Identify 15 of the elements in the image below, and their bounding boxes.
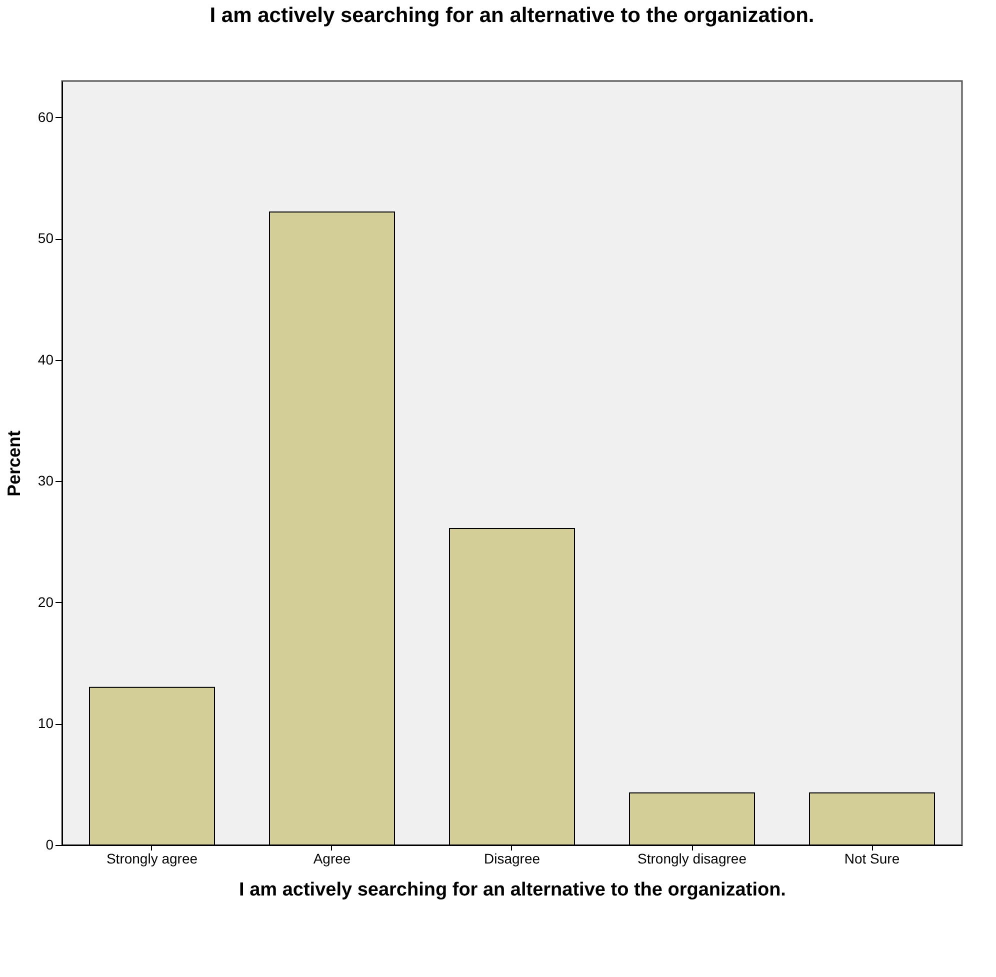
y-tick-label: 40 <box>38 351 54 368</box>
x-tick-label: Strongly disagree <box>638 850 747 866</box>
x-tick-label: Strongly agree <box>106 850 198 866</box>
y-tick-label: 50 <box>38 230 54 246</box>
x-tick-label: Agree <box>313 850 351 866</box>
x-tick-label: Disagree <box>484 850 540 866</box>
y-tick-label: 0 <box>46 836 54 852</box>
y-tick-label: 30 <box>38 472 54 489</box>
chart-title: I am actively searching for an alternative to the organization. <box>210 4 814 27</box>
y-axis-title: Percent <box>4 430 24 497</box>
y-tick-label: 60 <box>38 108 54 125</box>
y-tick-label: 20 <box>38 594 54 610</box>
x-tick-label: Not Sure <box>844 850 900 866</box>
y-tick-label: 10 <box>38 715 54 732</box>
x-axis-title: I am actively searching for an alternative to the organization. <box>239 880 786 900</box>
